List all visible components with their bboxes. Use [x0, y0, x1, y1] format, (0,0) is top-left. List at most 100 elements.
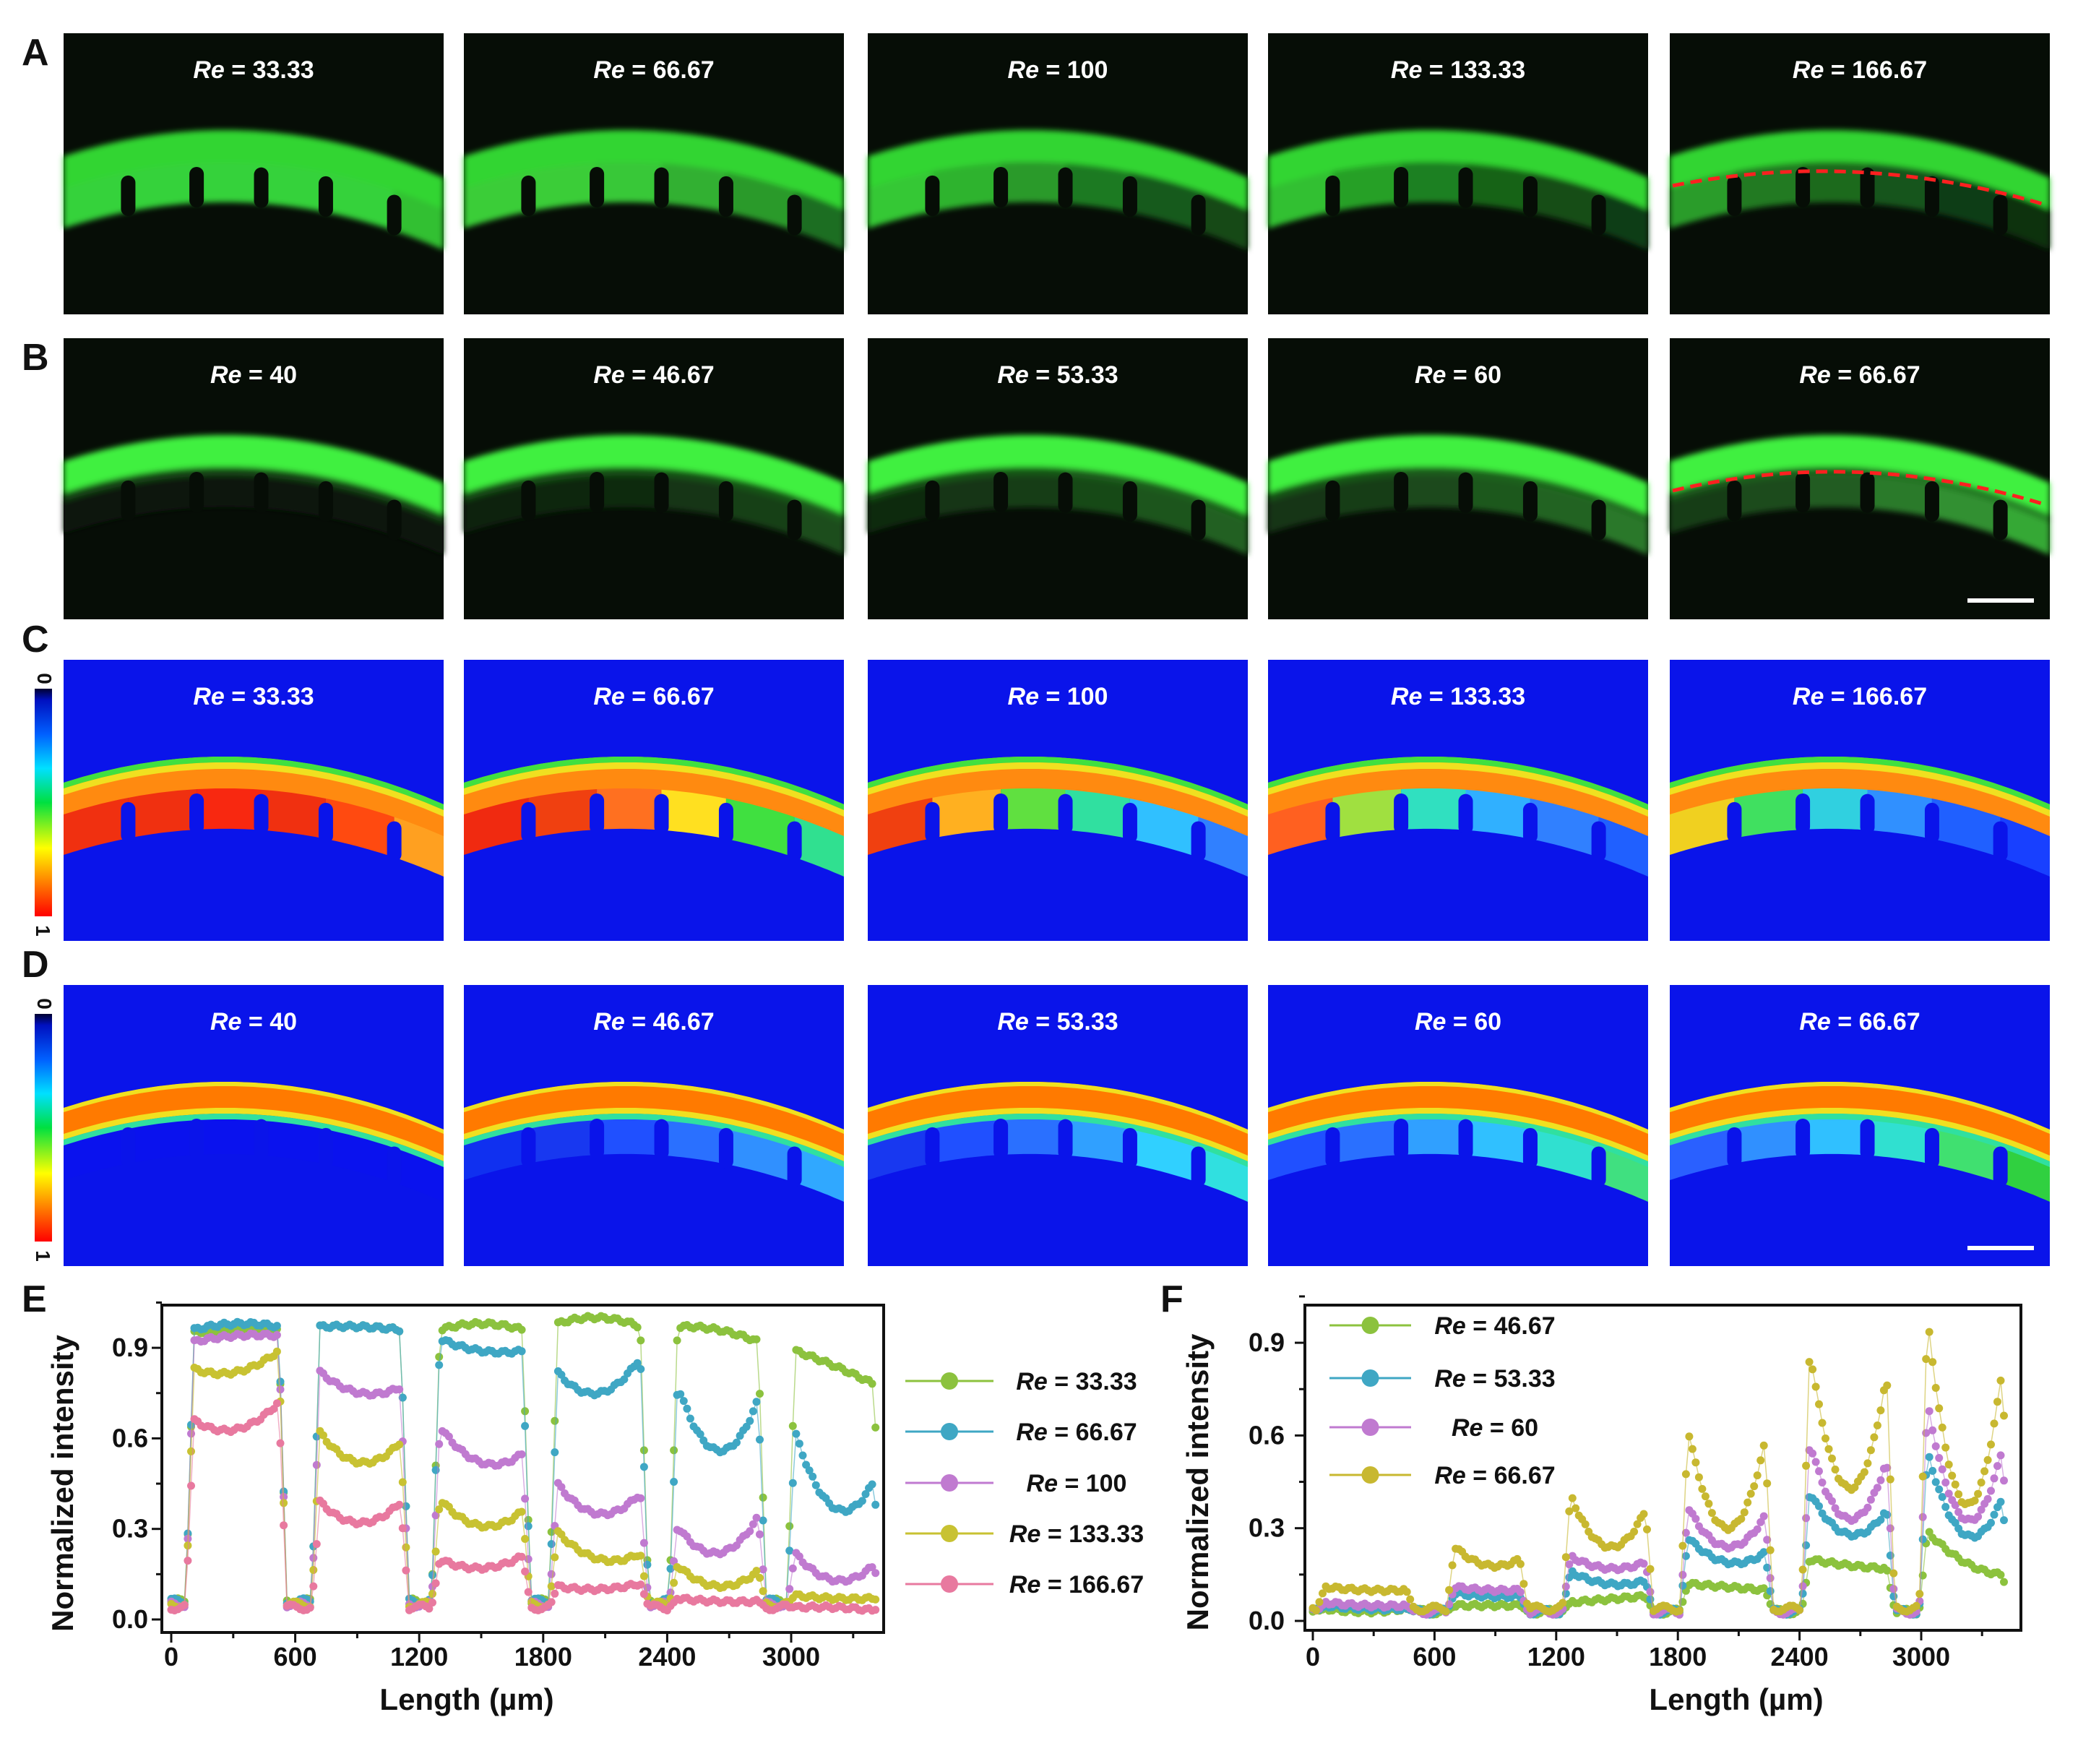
data-point [871, 1569, 880, 1578]
x-tick-label: 3000 [762, 1642, 820, 1672]
data-point [398, 1393, 407, 1402]
pillar-slot [993, 1119, 1009, 1159]
data-point [521, 1567, 530, 1576]
pillar-slot [387, 194, 402, 236]
data-point [1954, 1490, 1963, 1499]
data-point [1315, 1598, 1324, 1606]
legend-item: Re = 166.67 [905, 1571, 1144, 1599]
data-point [1831, 1504, 1840, 1513]
chart-e: E 0 600 1200 1800 2400 3000 0.0 0.3 0.6 0.9 Length … [22, 1278, 1144, 1716]
scale-bar [1967, 598, 2034, 603]
pillar-slot [718, 481, 733, 522]
data-point [444, 1432, 453, 1441]
pillar-slot [654, 1119, 669, 1160]
data-point [1581, 1520, 1590, 1528]
data-point [309, 1582, 318, 1591]
main-channel [1670, 435, 2050, 515]
data-point [686, 1414, 694, 1423]
pillar-slot [521, 480, 536, 521]
data-point [1759, 1584, 1768, 1593]
data-point [1931, 1478, 1940, 1487]
chamber [1332, 160, 1402, 212]
re-label: Re = 33.33 [193, 683, 314, 710]
pillar-slot [121, 801, 136, 843]
legend-marker [941, 1474, 958, 1492]
data-point [1944, 1460, 1953, 1469]
pillar-slot [654, 793, 669, 835]
data-point [551, 1589, 559, 1598]
panel-letter-c: C [22, 619, 49, 661]
data-point [1759, 1548, 1768, 1557]
data-point [521, 1535, 530, 1543]
data-point [1876, 1406, 1885, 1415]
data-point [1889, 1569, 1898, 1578]
data-point [1931, 1384, 1940, 1392]
series-line [1312, 1332, 2005, 1613]
pillar-slot [189, 472, 204, 512]
data-point [759, 1493, 767, 1502]
data-point [1866, 1446, 1875, 1455]
pillar-slot [121, 480, 136, 521]
data-point [1970, 1497, 1979, 1505]
pillar-slot [1522, 481, 1538, 522]
pillar-slot [1795, 1119, 1811, 1159]
colorbar-max: 1 [32, 925, 54, 937]
data-point [637, 1365, 645, 1373]
pillar-slot [1122, 176, 1137, 217]
re-label: Re = 66.67 [593, 683, 714, 710]
data-point [1746, 1489, 1755, 1498]
data-point [868, 1480, 876, 1489]
pillar-slot [1795, 472, 1811, 512]
chamber [868, 794, 933, 855]
chamber [128, 786, 197, 838]
data-point [1974, 1513, 1983, 1521]
data-point [639, 1446, 648, 1455]
data-point [1983, 1455, 1992, 1464]
data-point [733, 1438, 741, 1447]
data-point [1707, 1509, 1716, 1518]
y-tick-label: 0.9 [1249, 1328, 1285, 1357]
pillar-slot [1993, 499, 2008, 541]
data-point [1918, 1513, 1927, 1521]
data-point [1756, 1518, 1765, 1526]
data-point [1516, 1559, 1525, 1568]
pillar-slot [1924, 802, 1939, 843]
data-point [1954, 1507, 1963, 1516]
colorbar [35, 689, 52, 916]
data-point [1883, 1463, 1892, 1472]
data-point [1993, 1462, 2001, 1471]
data-point [1925, 1453, 1933, 1461]
data-point [637, 1494, 645, 1502]
re-label: Re = 46.67 [593, 361, 714, 389]
re-label: Re = 53.33 [997, 1008, 1118, 1036]
chamber [1001, 785, 1066, 830]
legend-item: Re = 33.33 [905, 1368, 1137, 1395]
pillar-slot [1591, 821, 1606, 862]
data-point [679, 1397, 688, 1406]
pillar-slot [787, 821, 802, 862]
data-point [319, 1431, 327, 1440]
data-point [746, 1527, 754, 1536]
pillar-slot [654, 472, 669, 513]
measurement-line [1672, 169, 2048, 207]
pillar-slot [1394, 793, 1409, 834]
pillar-slot [1325, 1127, 1340, 1168]
data-point [1941, 1479, 1950, 1487]
data-point [756, 1530, 764, 1539]
data-point [1766, 1546, 1775, 1554]
data-point [752, 1567, 761, 1575]
data-point [1753, 1525, 1762, 1533]
pillar-slot [925, 1127, 940, 1168]
data-point [871, 1500, 880, 1509]
data-point [402, 1566, 410, 1575]
chamber [464, 794, 529, 855]
pillar-slot [1795, 793, 1811, 834]
data-point [1818, 1419, 1827, 1427]
data-point [398, 1478, 407, 1487]
legend-item: Re = 133.33 [905, 1520, 1144, 1548]
data-point [1572, 1504, 1580, 1513]
pillar-slot [1122, 802, 1137, 843]
data-point [1646, 1588, 1655, 1596]
legend-marker [941, 1525, 958, 1542]
pillar-slot [1394, 167, 1409, 207]
